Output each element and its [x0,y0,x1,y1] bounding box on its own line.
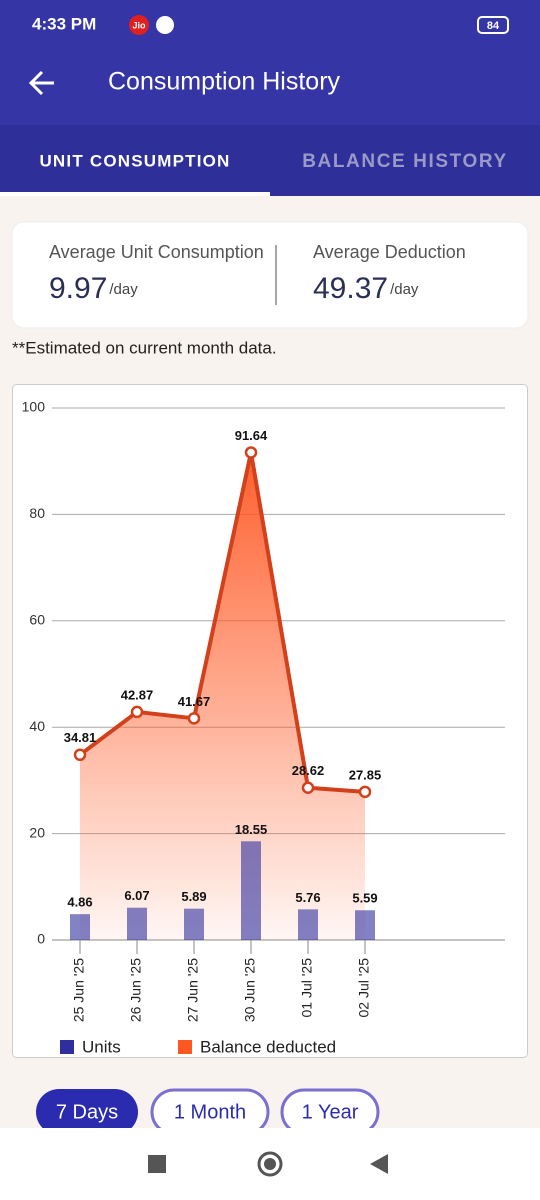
back-button[interactable] [28,70,54,96]
bar-value-label: 18.55 [235,822,268,837]
x-tick-label: 02 Jul '25 [356,958,372,1018]
area-fill [80,452,365,940]
line-value-label: 42.87 [121,687,154,702]
x-tick-label: 27 Jun '25 [185,958,201,1022]
bar-value-label: 6.07 [124,888,149,903]
x-tick-label: 26 Jun '25 [128,958,144,1022]
tab-active[interactable]: UNIT CONSUMPTION [39,151,230,170]
line-point [130,705,144,719]
line-value-label: 34.81 [64,730,97,745]
note: **Estimated on current month data. [12,338,277,357]
range-button-label: 1 Month [174,1101,246,1123]
legend-swatch [178,1040,192,1054]
summary-label: Average Deduction [313,242,466,262]
legend-label: Balance deducted [200,1037,336,1056]
line-value-label: 27.85 [349,767,382,782]
bar-value-label: 5.89 [181,889,206,904]
summary-card [11,221,529,329]
summary-unit: /day [109,281,138,298]
bar [70,914,90,940]
screen-title: Consumption History [108,68,341,96]
x-tick-label: 01 Jul '25 [299,958,315,1018]
legend-swatch [60,1040,74,1054]
bar [241,841,261,940]
x-tick-label: 30 Jun '25 [242,958,258,1022]
battery-level: 84 [487,20,500,32]
carrier-label: Jio [132,20,146,30]
carrier-icon [129,15,149,35]
app-icon [156,16,174,34]
y-tick-label: 60 [29,612,45,628]
line-point [244,446,258,459]
range-button-label: 1 Year [302,1101,359,1123]
bar-value-label: 5.76 [295,890,320,905]
bar [184,908,204,940]
line-point [301,781,315,794]
range-button-active[interactable] [36,1089,138,1135]
tab-bar [0,125,540,196]
range-button-label: 7 Days [56,1101,118,1123]
y-tick-label: 20 [29,824,45,840]
battery-icon [477,16,509,34]
summary-number: 9.97 [49,272,107,305]
summary-value: 9.97/day [49,272,138,305]
line-value-label: 28.62 [292,763,325,778]
line-point [187,712,201,725]
line [78,450,366,794]
bar-value-label: 5.59 [352,891,377,906]
summary-unit: /day [390,281,419,298]
y-tick-label: 80 [29,505,45,521]
nav-home[interactable] [257,1151,283,1177]
y-tick-label: 0 [37,931,45,947]
nav-recents[interactable] [148,1155,166,1173]
bar [298,909,318,940]
summary-number: 49.37 [313,272,388,305]
summary-value: 49.37/day [313,272,419,305]
bar [127,907,147,940]
tab-indicator [0,192,270,196]
line-point [358,785,372,799]
bar-value-label: 4.86 [67,895,92,910]
line-value-label: 41.67 [178,694,211,709]
status-time: 4:33 PM [32,14,96,33]
x-tick-label: 25 Jun '25 [71,958,87,1022]
legend-label: Units [82,1037,121,1056]
y-tick-label: 100 [22,399,46,415]
nav-home-dot [264,1158,276,1170]
chart: 0 20 40 60 80 100 25 Jun '25 26 Jun '25 27 Jun '… [22,399,505,1056]
line-point [73,748,87,762]
tab-inactive[interactable]: BALANCE HISTORY [302,151,508,172]
line-value-label: 91.64 [235,428,268,443]
summary-label: Average Unit Consumption [49,242,264,262]
bar [355,910,375,940]
nav-back[interactable] [370,1154,388,1174]
y-tick-label: 40 [29,718,45,734]
